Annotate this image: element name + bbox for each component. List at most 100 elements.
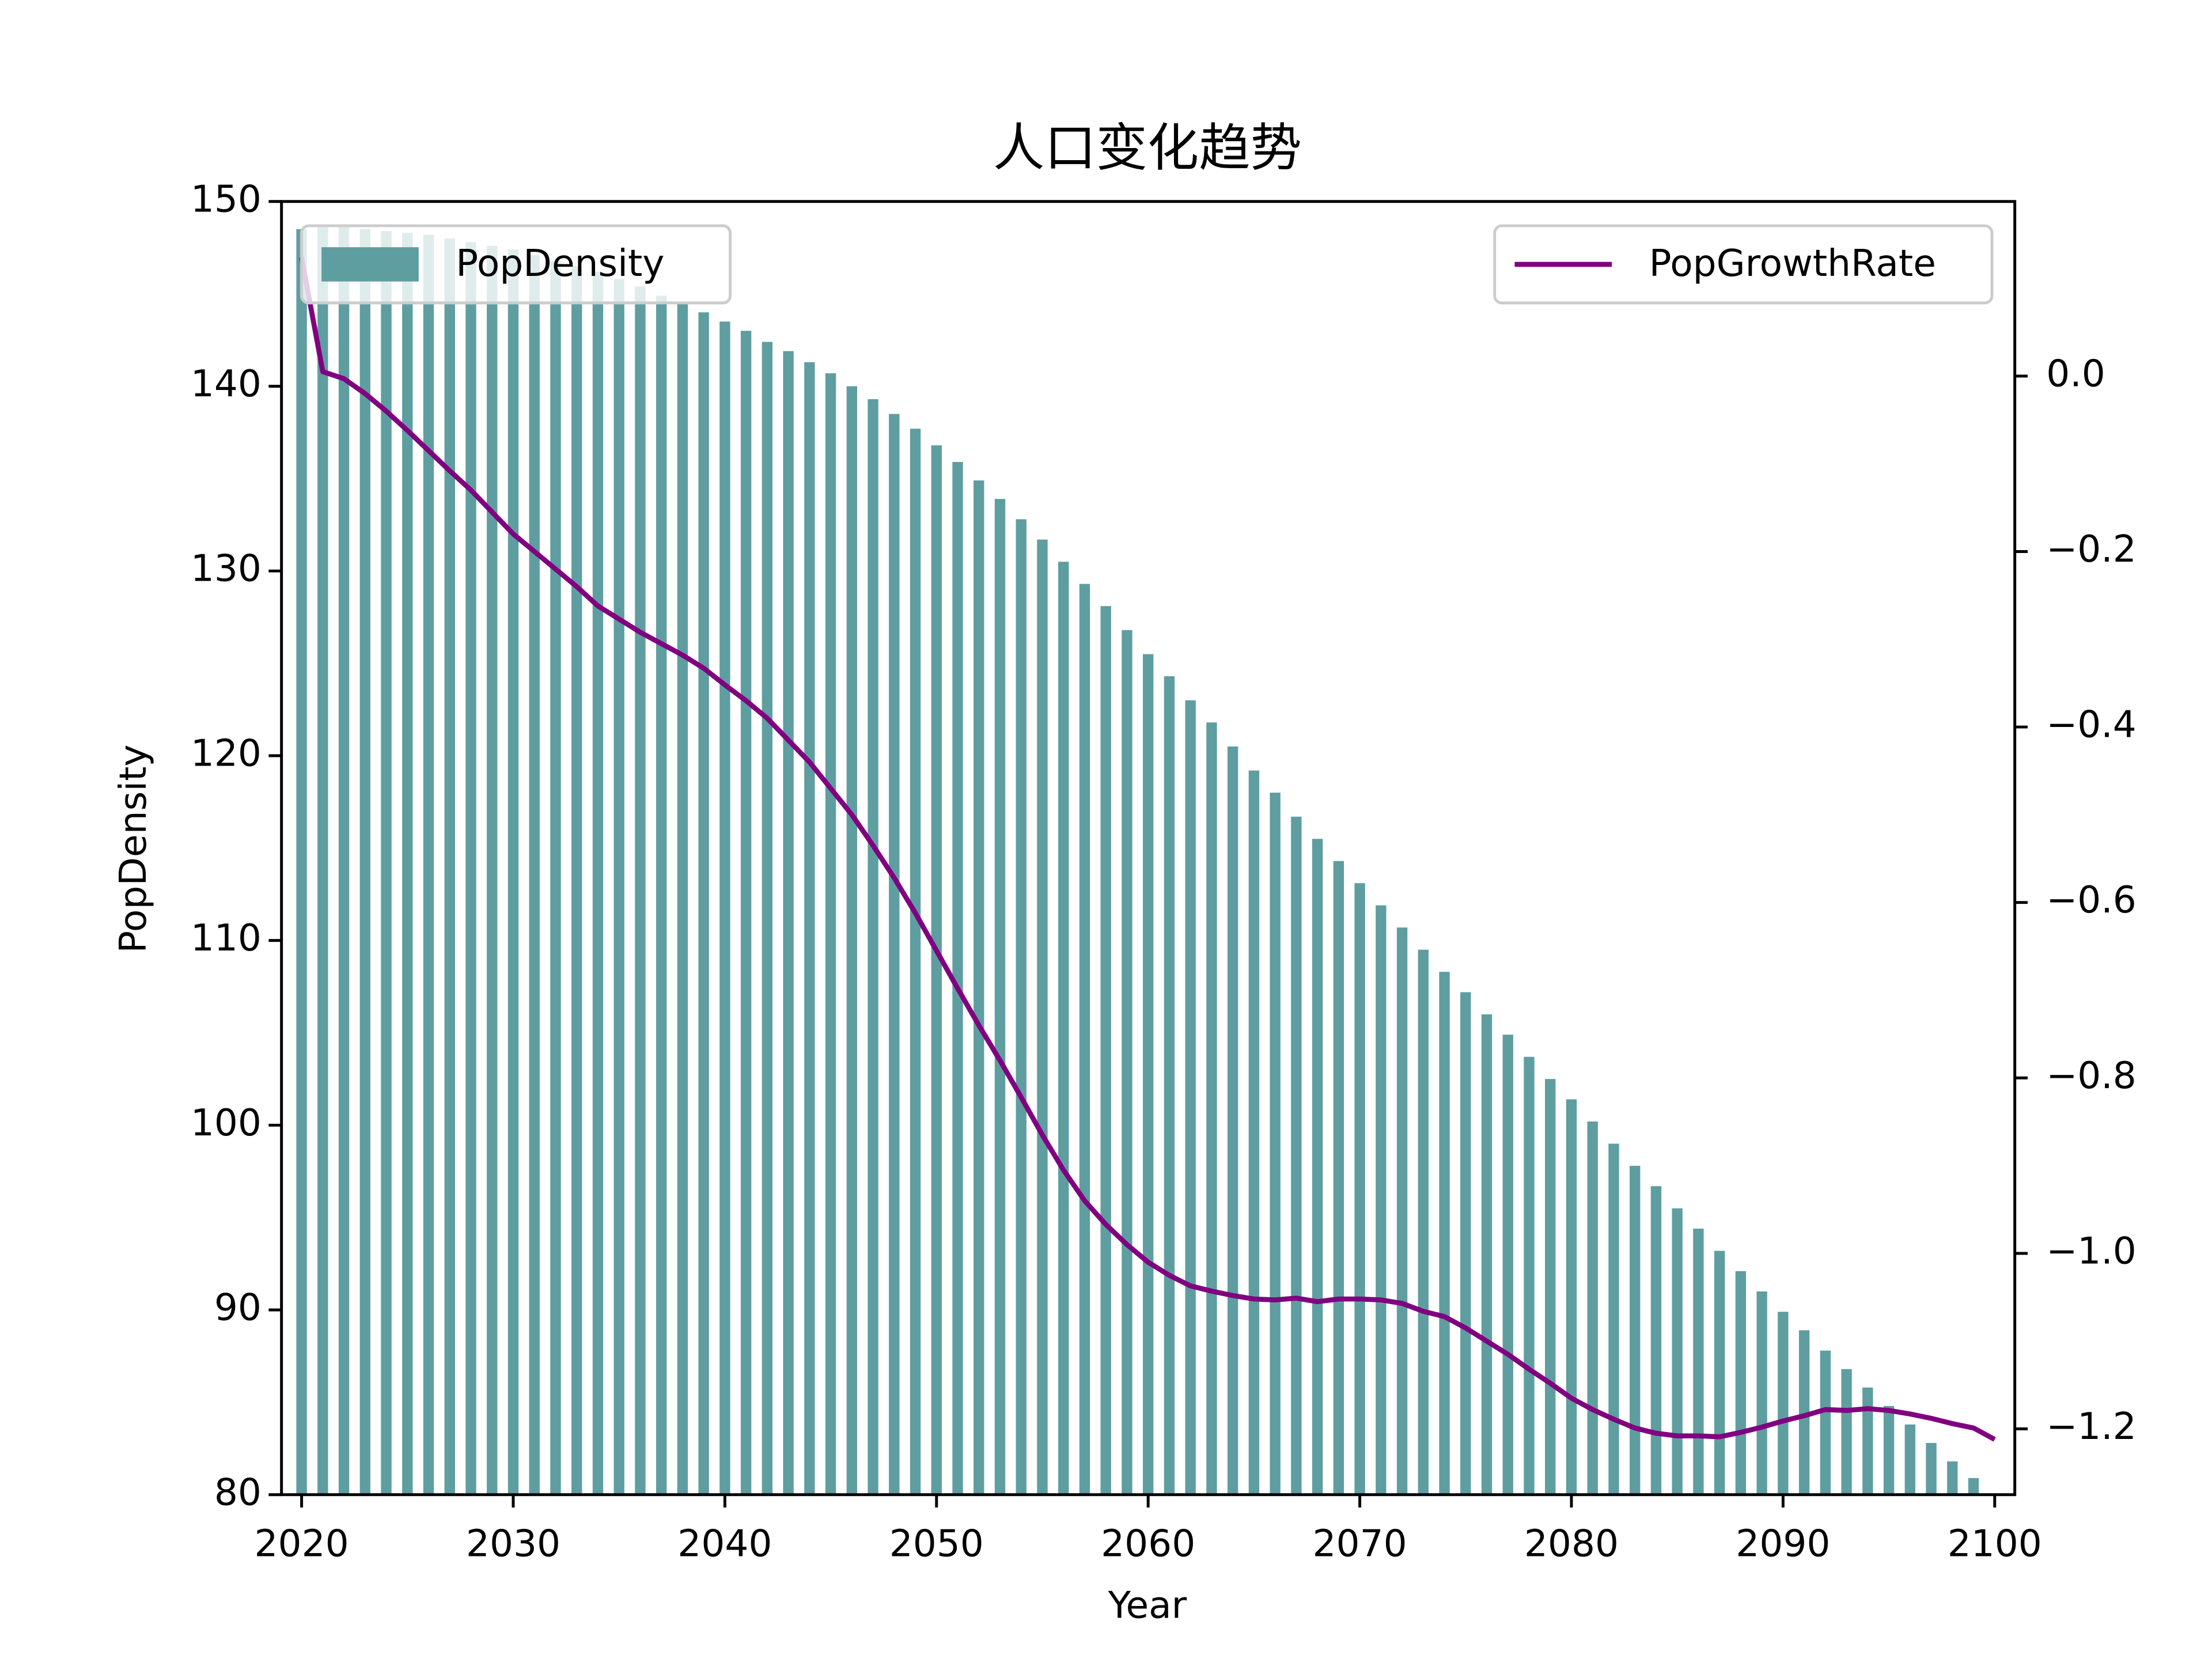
bar [1947,1461,1958,1495]
bar [952,461,963,1495]
bar [804,362,815,1495]
x-tick-label: 2080 [1524,1522,1619,1566]
y-tick-label: 120 [191,732,262,775]
y-tick-label: 140 [191,362,262,406]
y-tick-label: 130 [191,547,262,590]
bar [740,331,752,1495]
bar [465,242,476,1495]
bar [1566,1099,1577,1495]
bar [762,342,773,1495]
bar [1545,1079,1556,1495]
legend-label: PopDensity [456,242,664,285]
bar [571,266,582,1495]
legend-label: PopGrowthRate [1649,242,1936,285]
bar [677,303,688,1495]
bar [1312,839,1323,1495]
bar [1227,746,1238,1495]
y-axis-label: PopDensity [112,744,155,953]
y2-tick-label: −0.4 [2046,703,2137,747]
bar [1418,949,1429,1495]
bar [698,312,709,1495]
bar [994,499,1006,1495]
bar [613,279,624,1495]
bar [1841,1369,1852,1495]
bar [635,286,646,1495]
bar [550,260,561,1495]
bar [1460,992,1471,1495]
bar [592,271,604,1495]
bar [423,234,434,1495]
bar [1248,770,1260,1495]
x-tick-label: 2090 [1736,1522,1830,1566]
bar [974,480,984,1495]
bar [1037,539,1048,1495]
bar [1122,630,1132,1495]
bar [1587,1121,1598,1495]
bar [1439,972,1450,1495]
bar [1862,1387,1873,1495]
y-tick-label: 100 [191,1101,262,1145]
bar [1396,927,1408,1495]
bar [359,229,370,1495]
line [299,257,1996,1442]
bar [1756,1291,1767,1495]
bar [846,386,858,1495]
y2-tick-label: −1.0 [2046,1229,2137,1272]
bar [529,255,540,1495]
bar [1820,1350,1831,1495]
bar [1630,1165,1641,1495]
bar [1798,1330,1810,1495]
x-tick-label: 2100 [1948,1522,2042,1566]
x-tick-label: 2050 [889,1522,984,1566]
y-tick-label: 90 [214,1286,262,1330]
bar [1376,905,1387,1495]
legend-box [1493,224,1994,305]
y2-tick-label: 0.0 [2046,352,2105,395]
bar [1058,562,1069,1495]
bar [719,321,730,1495]
x-tick-label: 2030 [466,1522,560,1566]
bar [381,231,392,1495]
bar [1883,1406,1895,1495]
legend-box [300,224,732,305]
y-tick-label: 80 [214,1471,262,1514]
bar [1778,1312,1789,1495]
bar [1206,722,1217,1495]
bar [783,351,794,1495]
bar [910,429,921,1495]
bar [1502,1035,1513,1495]
bar [1926,1442,1937,1495]
bar [1650,1186,1662,1495]
bar [825,373,836,1495]
bar [317,227,328,1495]
bar [296,229,307,1495]
chart-title: 人口变化趋势 [993,118,1302,178]
x-tick-label: 2020 [255,1522,349,1566]
y2-tick-label: −0.8 [2046,1054,2137,1097]
bar [487,245,498,1495]
bar [1100,606,1111,1495]
bar [1481,1014,1493,1495]
bar [338,227,350,1495]
y2-tick-label: −0.2 [2046,528,2137,571]
bar [1735,1271,1747,1495]
bar [1608,1143,1619,1495]
y-tick-label: 150 [191,177,262,221]
x-tick-label: 2040 [677,1522,772,1566]
x-tick-label: 2060 [1101,1522,1195,1566]
bar [402,233,413,1495]
bar [1968,1478,1979,1495]
bar [1333,861,1344,1495]
bar [1142,654,1154,1495]
y2-tick-label: −1.2 [2046,1405,2137,1448]
bar [889,414,900,1495]
bar [1185,700,1196,1495]
bar [1016,519,1027,1495]
bar [1904,1424,1915,1495]
bar [444,238,455,1495]
bar [1291,816,1302,1495]
x-tick-label: 2070 [1313,1522,1407,1566]
bar [1270,793,1281,1495]
